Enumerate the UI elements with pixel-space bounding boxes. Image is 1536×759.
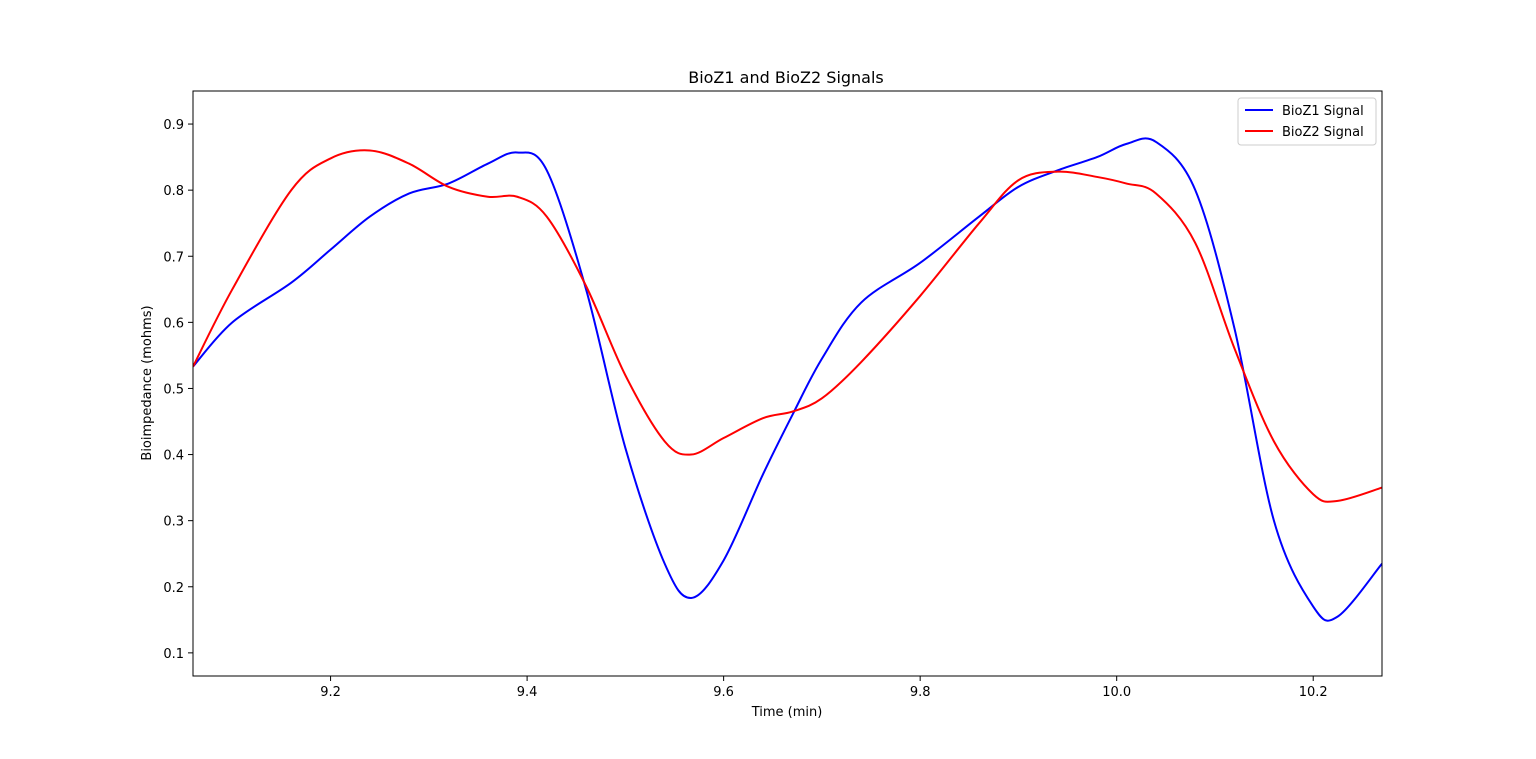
y-axis-ticks: 0.1 0.2 0.3 0.4 0.5 0.6 0.7 0.8 0.9: [163, 118, 193, 662]
y-tick-label: 0.2: [163, 581, 184, 596]
y-tick-label: 0.4: [163, 449, 184, 464]
y-tick-label: 0.8: [163, 184, 184, 199]
series-line-bioz2-signal: [193, 149, 1382, 503]
y-tick-label: 0.9: [163, 118, 184, 133]
y-tick-label: 0.3: [163, 515, 184, 530]
x-tick-label: 10.2: [1299, 685, 1328, 700]
series-line-bioz1-signal: [193, 137, 1382, 622]
legend: BioZ1 Signal BioZ2 Signal: [1237, 97, 1377, 146]
x-tick-label: 9.8: [910, 685, 931, 700]
y-tick-label: 0.6: [163, 316, 184, 331]
y-tick-label: 0.5: [163, 382, 184, 397]
y-axis-label: Bioimpedance (mohms): [140, 305, 155, 460]
x-tick-label: 9.2: [320, 685, 341, 700]
legend-label-bioz2: BioZ2 Signal: [1282, 125, 1364, 140]
x-axis-label: Time (min): [751, 705, 823, 720]
x-axis-ticks: 9.2 9.4 9.6 9.8 10.0 10.2: [320, 676, 1328, 700]
legend-label-bioz1: BioZ1 Signal: [1282, 104, 1364, 119]
plot-frame: [192, 90, 1383, 677]
y-tick-label: 0.7: [163, 250, 184, 265]
x-tick-label: 10.0: [1102, 685, 1131, 700]
x-tick-label: 9.6: [713, 685, 734, 700]
series-layer: [193, 137, 1382, 622]
x-tick-label: 9.4: [517, 685, 538, 700]
chart-title: BioZ1 and BioZ2 Signals: [688, 68, 884, 87]
y-tick-label: 0.1: [163, 647, 184, 662]
